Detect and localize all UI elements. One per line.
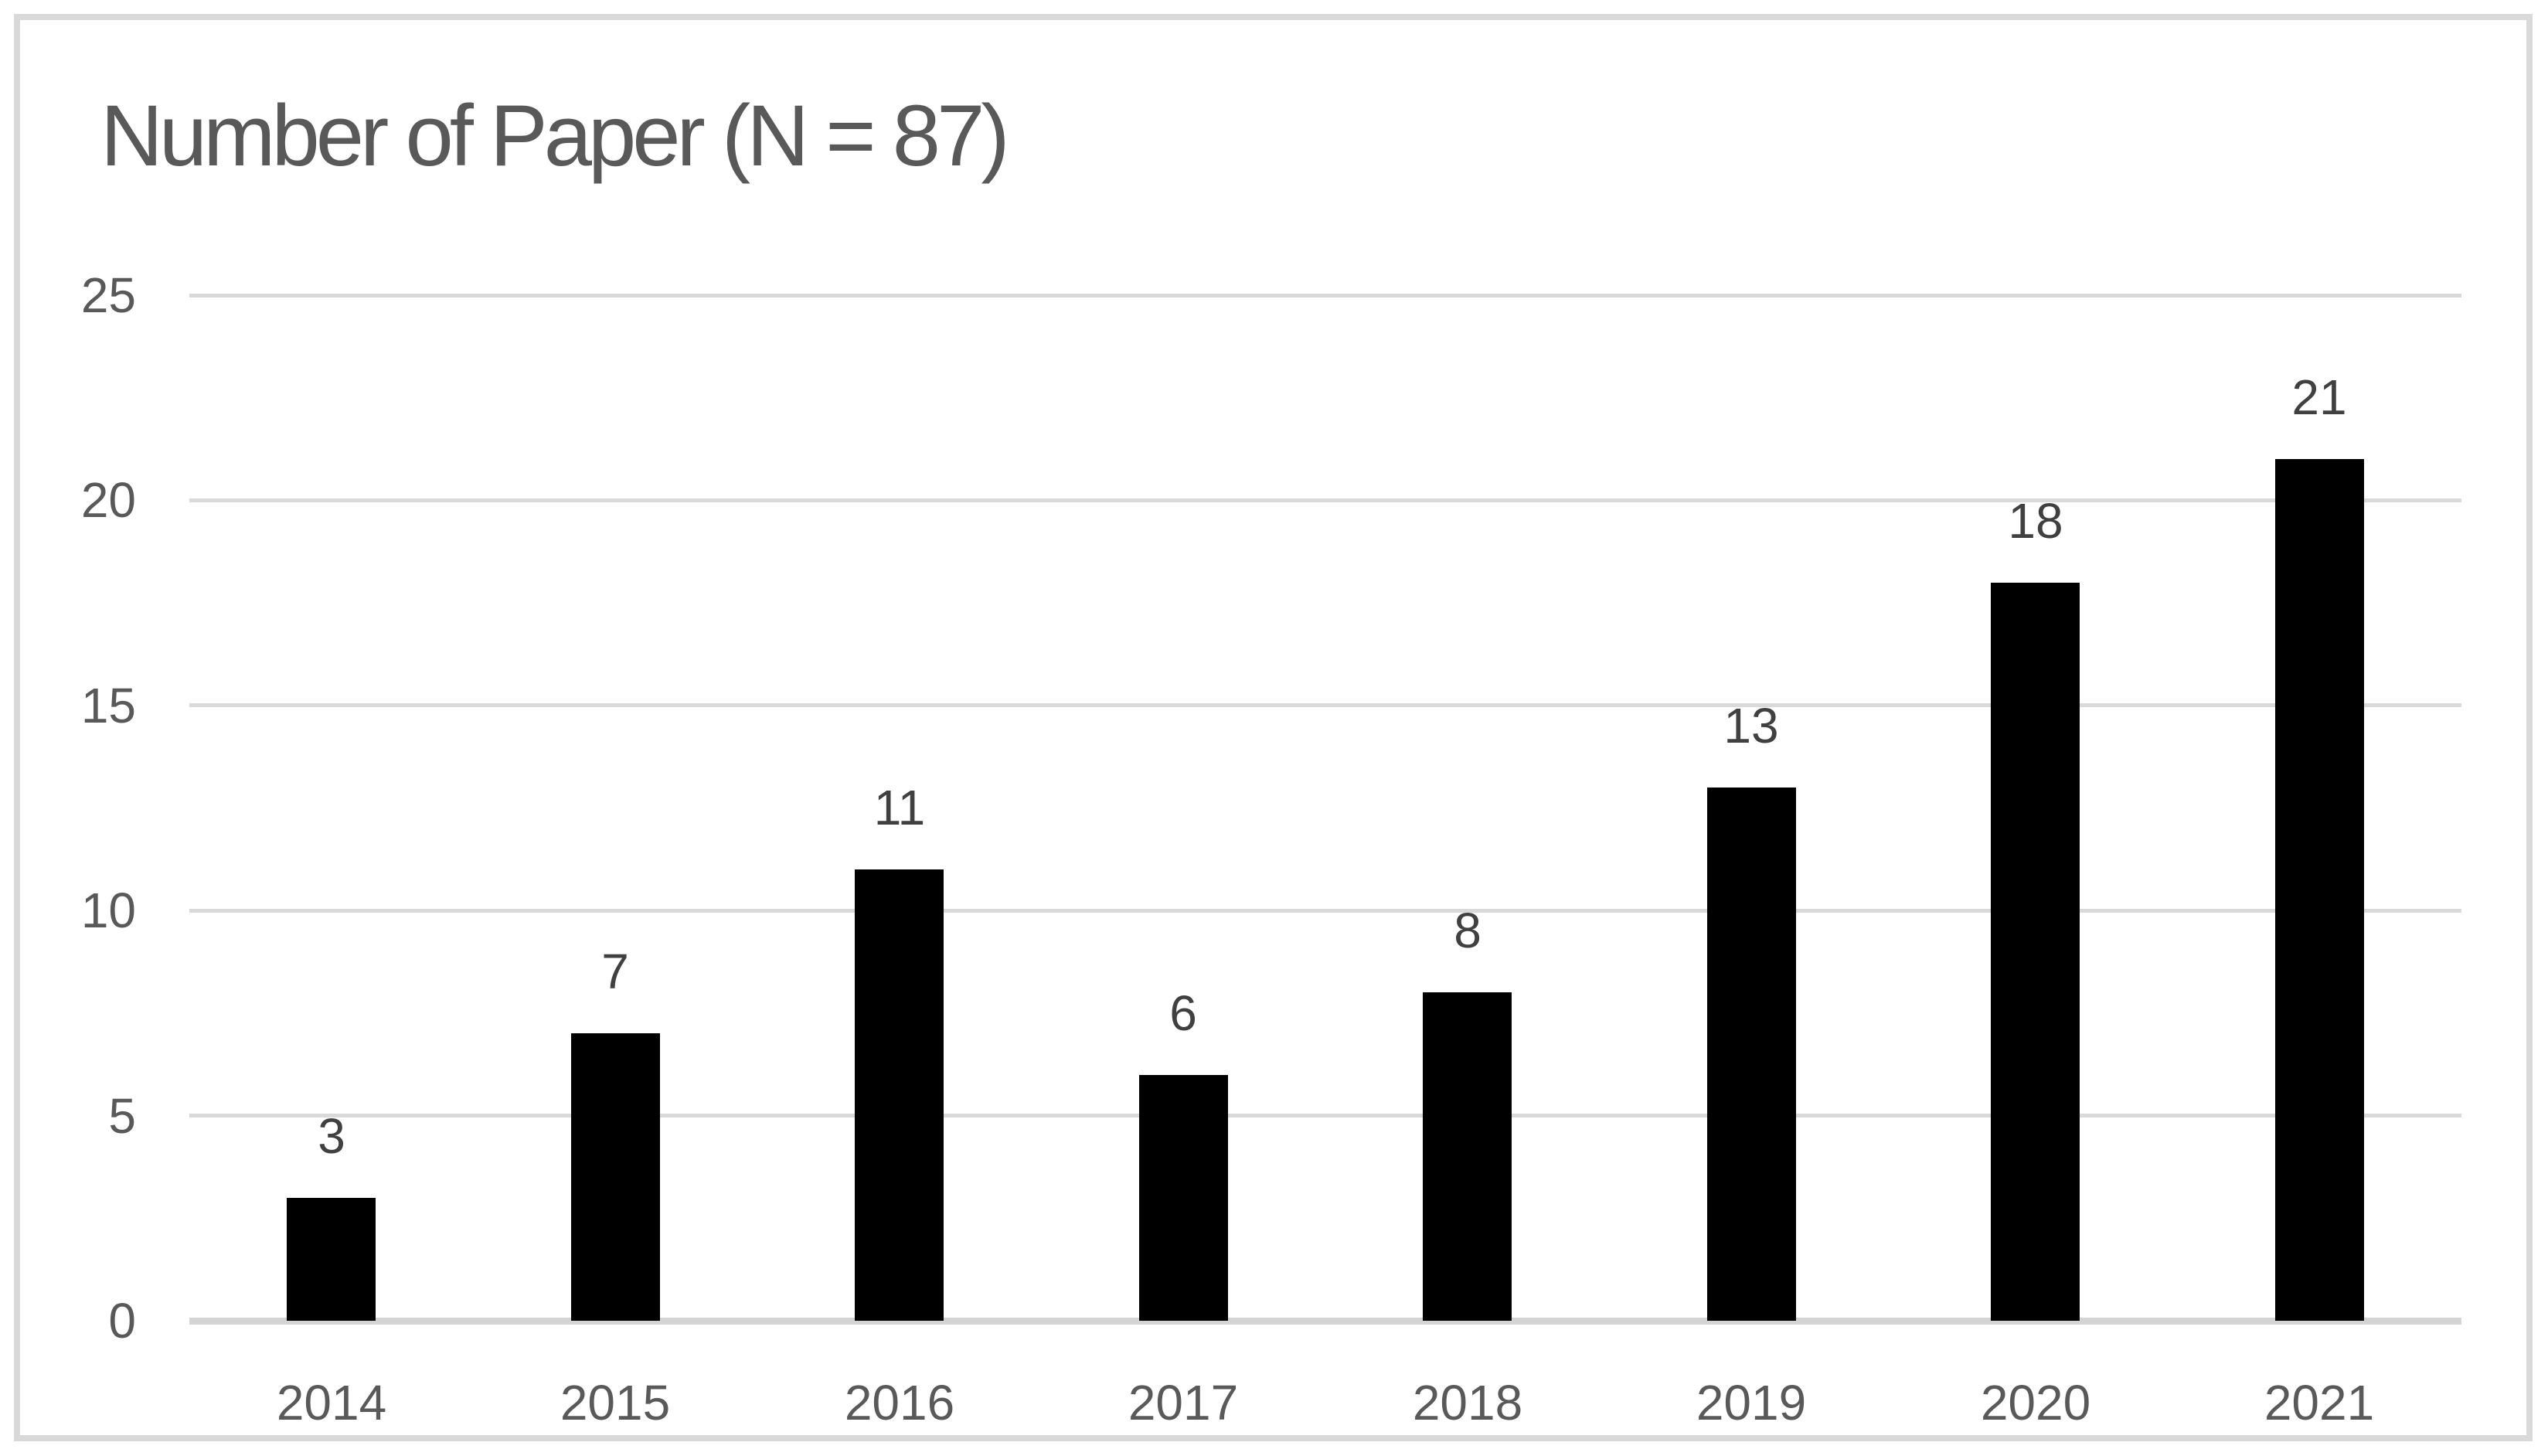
x-tick-label-2015: 2015	[560, 1375, 671, 1430]
gridline-y5	[189, 1114, 2461, 1118]
gridline-y15	[189, 703, 2461, 707]
chart-title: Number of Paper (N = 87)	[100, 87, 1010, 184]
bar-2021	[2275, 459, 2364, 1321]
bar-2020	[1991, 583, 2080, 1321]
x-tick-label-2017: 2017	[1128, 1375, 1239, 1430]
chart-border	[14, 14, 2533, 1441]
gridline-y25	[189, 294, 2461, 298]
data-label-2018: 8	[1454, 903, 1482, 958]
data-label-2015: 7	[601, 944, 629, 999]
data-label-2017: 6	[1169, 985, 1197, 1041]
y-tick-label-20: 20	[80, 472, 136, 528]
x-tick-label-2019: 2019	[1696, 1375, 1807, 1430]
data-label-2019: 13	[1723, 698, 1779, 754]
bar-2017	[1139, 1075, 1228, 1321]
bar-2015	[571, 1033, 660, 1321]
bar-2018	[1423, 992, 1512, 1321]
bar-2019	[1707, 788, 1796, 1321]
y-tick-label-5: 5	[108, 1088, 136, 1144]
gridline-y10	[189, 909, 2461, 913]
y-tick-label-25: 25	[80, 267, 136, 323]
bar-2016	[855, 869, 944, 1321]
x-tick-label-2020: 2020	[1980, 1375, 2091, 1430]
gridline-y20	[189, 498, 2461, 502]
x-tick-label-2021: 2021	[2264, 1375, 2375, 1430]
data-label-2014: 3	[318, 1108, 345, 1164]
data-label-2016: 11	[873, 780, 926, 835]
y-tick-label-15: 15	[80, 678, 136, 733]
bar-2014	[287, 1198, 376, 1321]
data-label-2021: 21	[2291, 369, 2347, 425]
data-label-2020: 18	[2008, 493, 2063, 549]
x-axis-line	[189, 1318, 2461, 1325]
y-tick-label-10: 10	[80, 883, 136, 938]
y-tick-label-0: 0	[108, 1293, 136, 1349]
x-tick-label-2014: 2014	[276, 1375, 387, 1430]
x-tick-label-2016: 2016	[844, 1375, 955, 1430]
x-tick-label-2018: 2018	[1412, 1375, 1523, 1430]
